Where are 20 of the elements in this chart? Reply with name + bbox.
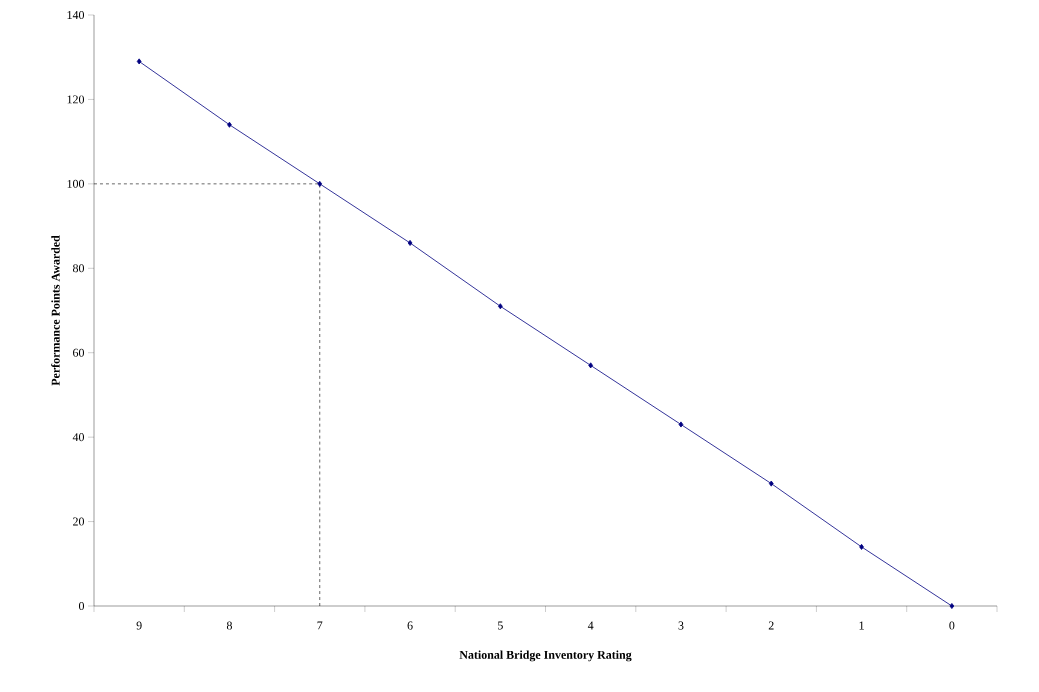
y-tick-label: 80	[72, 264, 85, 273]
x-tick-label: 0	[949, 621, 955, 630]
y-tick-label: 60	[73, 348, 85, 357]
x-axis-title: National Bridge Inventory Rating	[459, 650, 632, 662]
y-tick-label: 120	[67, 95, 85, 104]
y-tick-label: 0	[78, 601, 85, 611]
x-tick-label: 1	[859, 621, 864, 630]
y-tick-label: 40	[72, 433, 85, 442]
y-tick-label: 140	[67, 10, 85, 20]
x-tick-label: 9	[136, 621, 142, 630]
x-tick-label: 4	[587, 621, 594, 630]
x-tick-label: 8	[226, 621, 232, 630]
x-tick-label: 2	[768, 621, 774, 630]
y-axis-title: Performance Points Awarded	[51, 235, 60, 386]
x-tick-label: 5	[498, 621, 503, 630]
x-tick-label: 3	[678, 621, 684, 630]
y-tick-label: 100	[67, 179, 85, 188]
x-tick-label: 7	[317, 621, 323, 630]
y-tick-label: 20	[73, 517, 85, 526]
x-tick-label: 6	[407, 621, 413, 630]
